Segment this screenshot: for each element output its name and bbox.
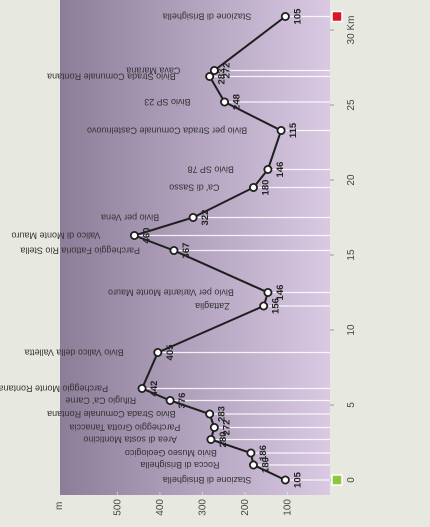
point	[209, 422, 219, 432]
y-axis-unit: m	[54, 502, 65, 510]
end-flag	[331, 10, 343, 23]
station-label: Bivio per Vena	[101, 213, 159, 223]
y-tick-label: 400	[155, 499, 166, 516]
value-label: 105	[292, 8, 303, 25]
point	[153, 348, 163, 358]
station-label: Bivio Valico della Valletta	[25, 348, 124, 358]
point	[165, 395, 175, 405]
station-label: Bivio per Strada Comunale Castelnuovo	[87, 126, 247, 136]
value-label: 272	[221, 420, 232, 436]
point	[248, 183, 258, 193]
value-label: 105	[292, 471, 303, 488]
x-tick-label: 30 Km	[346, 16, 357, 45]
station-label: Bivio per Variante Monte Mauro	[108, 288, 234, 298]
point	[206, 434, 216, 444]
station-label: Parcheggio Fattoria Rio Stella	[20, 246, 140, 256]
y-tick-label: 300	[197, 499, 208, 516]
point	[276, 126, 286, 136]
y-tick-label: 500	[112, 499, 123, 516]
value-label: 283	[217, 406, 228, 422]
point	[246, 448, 256, 458]
y-tick-label: 200	[240, 499, 251, 516]
x-tick-label: 10	[346, 324, 357, 336]
start-flag	[331, 474, 343, 486]
station-label: Stazione di Brisighella	[163, 475, 252, 485]
x-tick-label: 0	[346, 477, 357, 483]
station-label: Cava Marana	[126, 66, 180, 76]
station-label: Bivio SP 23	[144, 97, 190, 107]
point	[205, 409, 215, 419]
value-label: 146	[275, 162, 286, 178]
value-label: 376	[177, 393, 188, 409]
point	[137, 384, 147, 394]
point	[263, 165, 273, 175]
value-label: 156	[271, 298, 282, 314]
value-label: 186	[258, 445, 269, 461]
point	[263, 288, 273, 298]
station-label: Valico di Monte Mauro	[12, 231, 101, 241]
value-label: 146	[275, 285, 286, 301]
value-label: 460	[141, 228, 152, 244]
value-label: 442	[149, 381, 160, 397]
point	[259, 301, 269, 311]
point	[220, 97, 230, 107]
plot-area	[60, 0, 330, 495]
station-label: Bivio Strada Comunale Rontana	[47, 409, 176, 419]
point	[248, 460, 258, 470]
station-label: Area di sosta Monticino	[83, 435, 177, 445]
station-label: Rifugio Ca' Carne	[65, 396, 136, 406]
y-tick-label: 100	[282, 499, 293, 516]
point	[209, 66, 219, 76]
station-label: Bivio SP 78	[188, 165, 234, 175]
value-label: 280	[218, 432, 229, 448]
station-label: Bivio Museo Geologico	[125, 448, 217, 458]
station-label: Parcheggio Grotta Tanaccia	[69, 423, 180, 433]
point	[205, 72, 215, 82]
station-label: Bivio Strada Comunale Rontana	[47, 72, 176, 82]
station-label: Parcheggio Monte Rontana	[0, 384, 108, 394]
station-label: Zattaglia	[195, 301, 230, 311]
point	[188, 213, 198, 223]
point	[280, 12, 290, 22]
value-label: 322	[200, 210, 211, 226]
value-label: 283	[217, 69, 228, 85]
station-label: Rocca di Brisighella	[140, 460, 219, 470]
value-label: 272	[221, 63, 232, 79]
rotated-frame: m 100 200 300 400 500 0 5 10 15 20 25 30 Km 105 Stazi…	[0, 0, 357, 516]
value-label: 367	[181, 243, 192, 259]
x-tick-label: 20	[346, 174, 357, 186]
point	[129, 231, 139, 241]
x-tick-label: 15	[346, 249, 357, 261]
value-label: 180	[260, 457, 271, 473]
value-label: 180	[260, 180, 271, 196]
x-tick-label: 5	[346, 402, 357, 408]
station-label: Stazione di Brisighella	[163, 12, 252, 22]
station-label: Ca' di Sasso	[169, 183, 219, 193]
value-label: 248	[232, 94, 243, 110]
value-label: 405	[165, 344, 176, 361]
point	[169, 246, 179, 256]
value-label: 115	[288, 122, 299, 138]
x-tick-label: 25	[346, 99, 357, 111]
point	[280, 475, 290, 485]
